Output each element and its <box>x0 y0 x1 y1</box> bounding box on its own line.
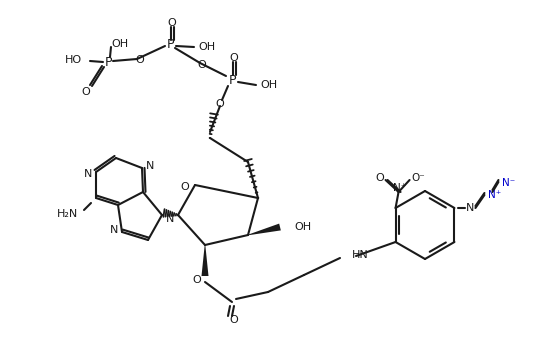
Text: O⁻: O⁻ <box>412 173 425 183</box>
Text: O: O <box>230 315 238 325</box>
Text: O: O <box>136 55 145 65</box>
Text: HO: HO <box>65 55 82 65</box>
Text: P: P <box>228 74 236 87</box>
Text: H₂N: H₂N <box>57 209 78 219</box>
Text: O: O <box>82 87 91 97</box>
Text: O: O <box>230 53 238 63</box>
Text: O: O <box>216 99 224 109</box>
Text: OH: OH <box>294 222 311 232</box>
Text: OH: OH <box>111 39 128 49</box>
Text: O: O <box>198 60 206 70</box>
Polygon shape <box>248 224 281 235</box>
Text: O: O <box>181 182 189 192</box>
Text: N⁻: N⁻ <box>502 178 516 188</box>
Text: O: O <box>375 173 384 183</box>
Text: P: P <box>166 38 174 51</box>
Text: N⁺: N⁺ <box>393 183 406 193</box>
Text: O: O <box>168 18 177 28</box>
Text: N: N <box>146 161 154 171</box>
Polygon shape <box>201 245 209 276</box>
Text: N: N <box>84 169 92 179</box>
Text: P: P <box>104 56 112 69</box>
Text: N: N <box>110 225 118 235</box>
Text: O: O <box>193 275 201 285</box>
Text: OH: OH <box>198 42 215 52</box>
Text: N⁺: N⁺ <box>489 190 502 200</box>
Text: N: N <box>466 203 475 213</box>
Text: N: N <box>166 214 174 224</box>
Text: OH: OH <box>260 80 277 90</box>
Text: HN: HN <box>352 250 369 260</box>
